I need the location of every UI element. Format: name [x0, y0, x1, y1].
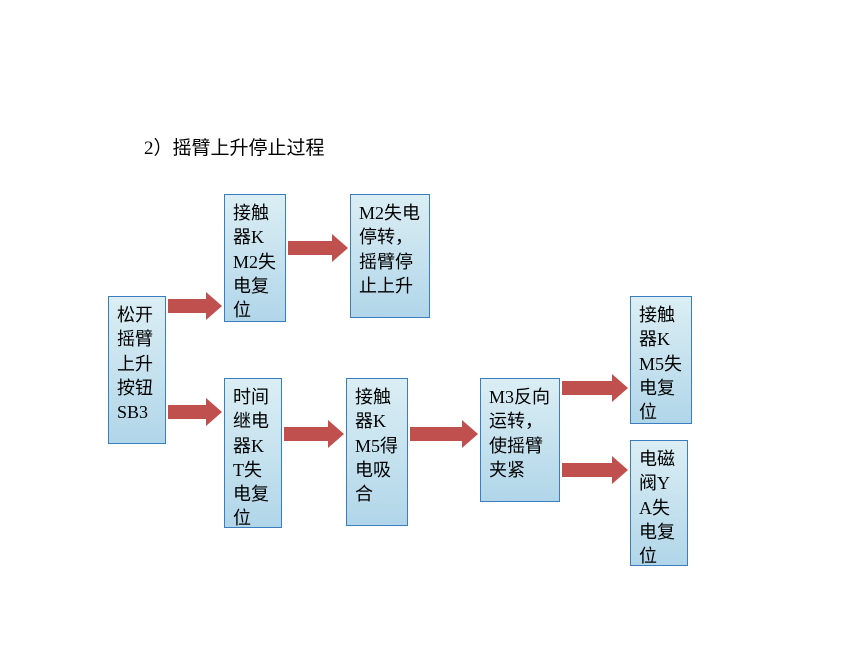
- arrow-head-icon: [462, 420, 478, 448]
- arrow-shaft: [562, 381, 612, 395]
- arrow-head-icon: [612, 374, 628, 402]
- arrow-shaft: [562, 463, 612, 477]
- node-label: 接触器KM2失电复位: [233, 203, 276, 320]
- node-km5-reset: 接触器KM5失电复位: [630, 296, 692, 424]
- node-kt-reset: 时间继电器KT失电复位: [224, 378, 282, 528]
- arrow-shaft: [288, 241, 332, 255]
- node-label: 接触器KM5得电吸合: [355, 387, 398, 504]
- node-ya-reset: 电磁阀YA失电复位: [630, 440, 688, 566]
- node-label: 时间继电器KT失电复位: [233, 387, 269, 528]
- node-km5-engage: 接触器KM5得电吸合: [346, 378, 408, 526]
- node-label: 电磁阀YA失电复位: [639, 449, 675, 566]
- arrow-head-icon: [328, 420, 344, 448]
- arrow-head-icon: [206, 398, 222, 426]
- arrow-head-icon: [612, 456, 628, 484]
- node-label: M3反向运转，使摇臂夹紧: [489, 387, 550, 480]
- diagram-heading: 2）摇臂上升停止过程: [144, 133, 325, 160]
- arrow-shaft: [168, 405, 206, 419]
- node-label: 松开摇臂上升按钮SB3: [117, 305, 153, 422]
- node-km2-reset: 接触器KM2失电复位: [224, 194, 286, 322]
- node-m2-stop: M2失电停转，摇臂停止上升: [350, 194, 430, 318]
- arrow-shaft: [168, 299, 206, 313]
- arrow-shaft: [410, 427, 462, 441]
- node-label: 接触器KM5失电复位: [639, 305, 682, 422]
- node-m3-reverse: M3反向运转，使摇臂夹紧: [480, 378, 560, 502]
- arrow-shaft: [284, 427, 328, 441]
- node-sb3: 松开摇臂上升按钮SB3: [108, 296, 166, 444]
- arrow-head-icon: [206, 292, 222, 320]
- node-label: M2失电停转，摇臂停止上升: [359, 203, 420, 296]
- arrow-head-icon: [332, 234, 348, 262]
